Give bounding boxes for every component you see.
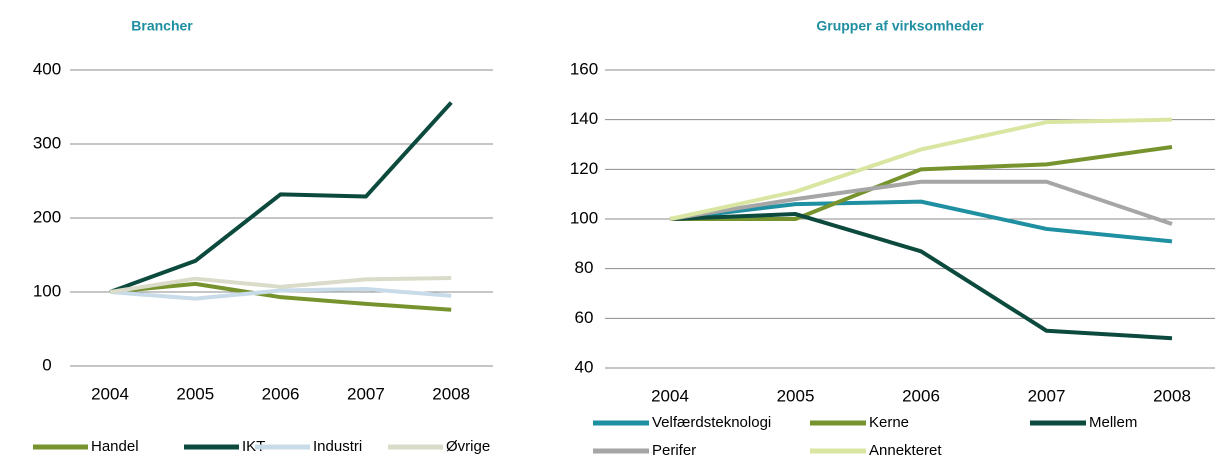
legend-label: Handel [91, 438, 139, 455]
y-tick-label: 300 [33, 133, 61, 152]
y-tick-label: 60 [575, 308, 594, 327]
x-tick-label: 2008 [432, 384, 470, 403]
data-line [109, 287, 452, 301]
x-tick-label: 2008 [1153, 386, 1191, 405]
data-line [109, 281, 452, 312]
y-tick-label: 200 [33, 207, 61, 226]
y-tick-label: 160 [570, 59, 598, 78]
y-tick-label: 400 [33, 59, 61, 78]
legend-label: Annekteret [869, 442, 942, 459]
legend-label: Mellem [1089, 414, 1137, 431]
data-line [109, 275, 452, 294]
y-tick-label: 100 [33, 281, 61, 300]
data-line [669, 212, 1173, 341]
legend-label: Velfærdsteknologi [652, 414, 771, 431]
chart-title: Grupper af virksomheder [816, 18, 984, 34]
data-line [669, 117, 1173, 221]
legend-label: Øvrige [446, 438, 490, 455]
legend-label: IKT [242, 438, 265, 455]
x-tick-label: 2004 [651, 386, 689, 405]
y-tick-label: 40 [575, 357, 594, 376]
y-tick-label: 0 [42, 355, 51, 374]
data-line [670, 145, 1173, 221]
x-tick-label: 2005 [777, 386, 815, 405]
x-tick-label: 2007 [1028, 386, 1066, 405]
data-line [669, 179, 1173, 226]
x-tick-label: 2004 [91, 384, 129, 403]
data-line [109, 101, 453, 294]
chart-title: Brancher [131, 18, 193, 34]
data-line [669, 199, 1173, 244]
x-tick-label: 2006 [262, 384, 300, 403]
legend-label: Perifer [652, 442, 696, 459]
legend-label: Industri [313, 438, 362, 455]
y-tick-label: 80 [575, 258, 594, 277]
y-tick-label: 120 [570, 159, 598, 178]
y-tick-label: 100 [570, 208, 598, 227]
x-tick-label: 2005 [176, 384, 214, 403]
x-tick-label: 2006 [902, 386, 940, 405]
legend-label: Kerne [869, 414, 909, 431]
y-tick-label: 140 [570, 109, 598, 128]
x-tick-label: 2007 [347, 384, 385, 403]
